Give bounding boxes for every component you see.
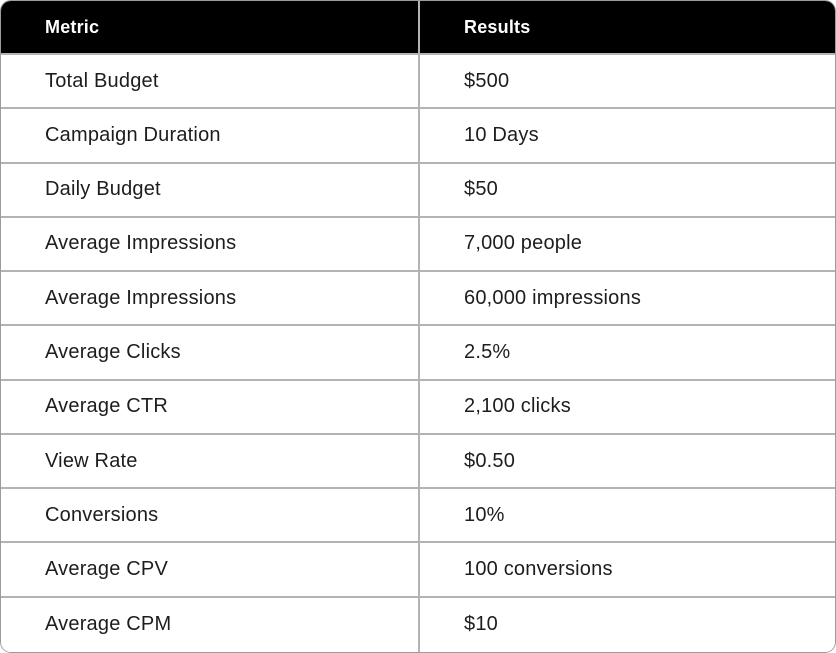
result-cell: 2,100 clicks <box>420 380 835 435</box>
metric-cell: Average Clicks <box>1 326 420 381</box>
result-cell: 10% <box>420 489 835 544</box>
metric-cell: Daily Budget <box>1 163 420 218</box>
result-cell: $0.50 <box>420 434 835 490</box>
metric-cell: Conversions <box>1 489 420 544</box>
metric-cell: Average CPM <box>1 597 420 652</box>
result-cell: $50 <box>420 163 835 218</box>
metric-cell: Average Impressions <box>1 272 420 327</box>
metric-cell: Average CTR <box>1 380 420 435</box>
metric-cell: Average CPV <box>1 543 420 598</box>
result-cell: $500 <box>420 55 835 110</box>
result-cell: 10 Days <box>420 109 835 164</box>
result-cell: 60,000 impressions <box>420 272 835 327</box>
metric-cell: Campaign Duration <box>1 109 420 164</box>
result-cell: 2.5% <box>420 326 835 381</box>
header-cell-results: Results <box>420 1 835 55</box>
result-cell: $10 <box>420 597 835 652</box>
metric-cell: View Rate <box>1 434 420 490</box>
result-cell: 100 conversions <box>420 543 835 598</box>
header-cell-metric: Metric <box>1 1 420 55</box>
metric-cell: Average Impressions <box>1 217 420 273</box>
result-cell: 7,000 people <box>420 217 835 273</box>
metric-cell: Total Budget <box>1 55 420 110</box>
